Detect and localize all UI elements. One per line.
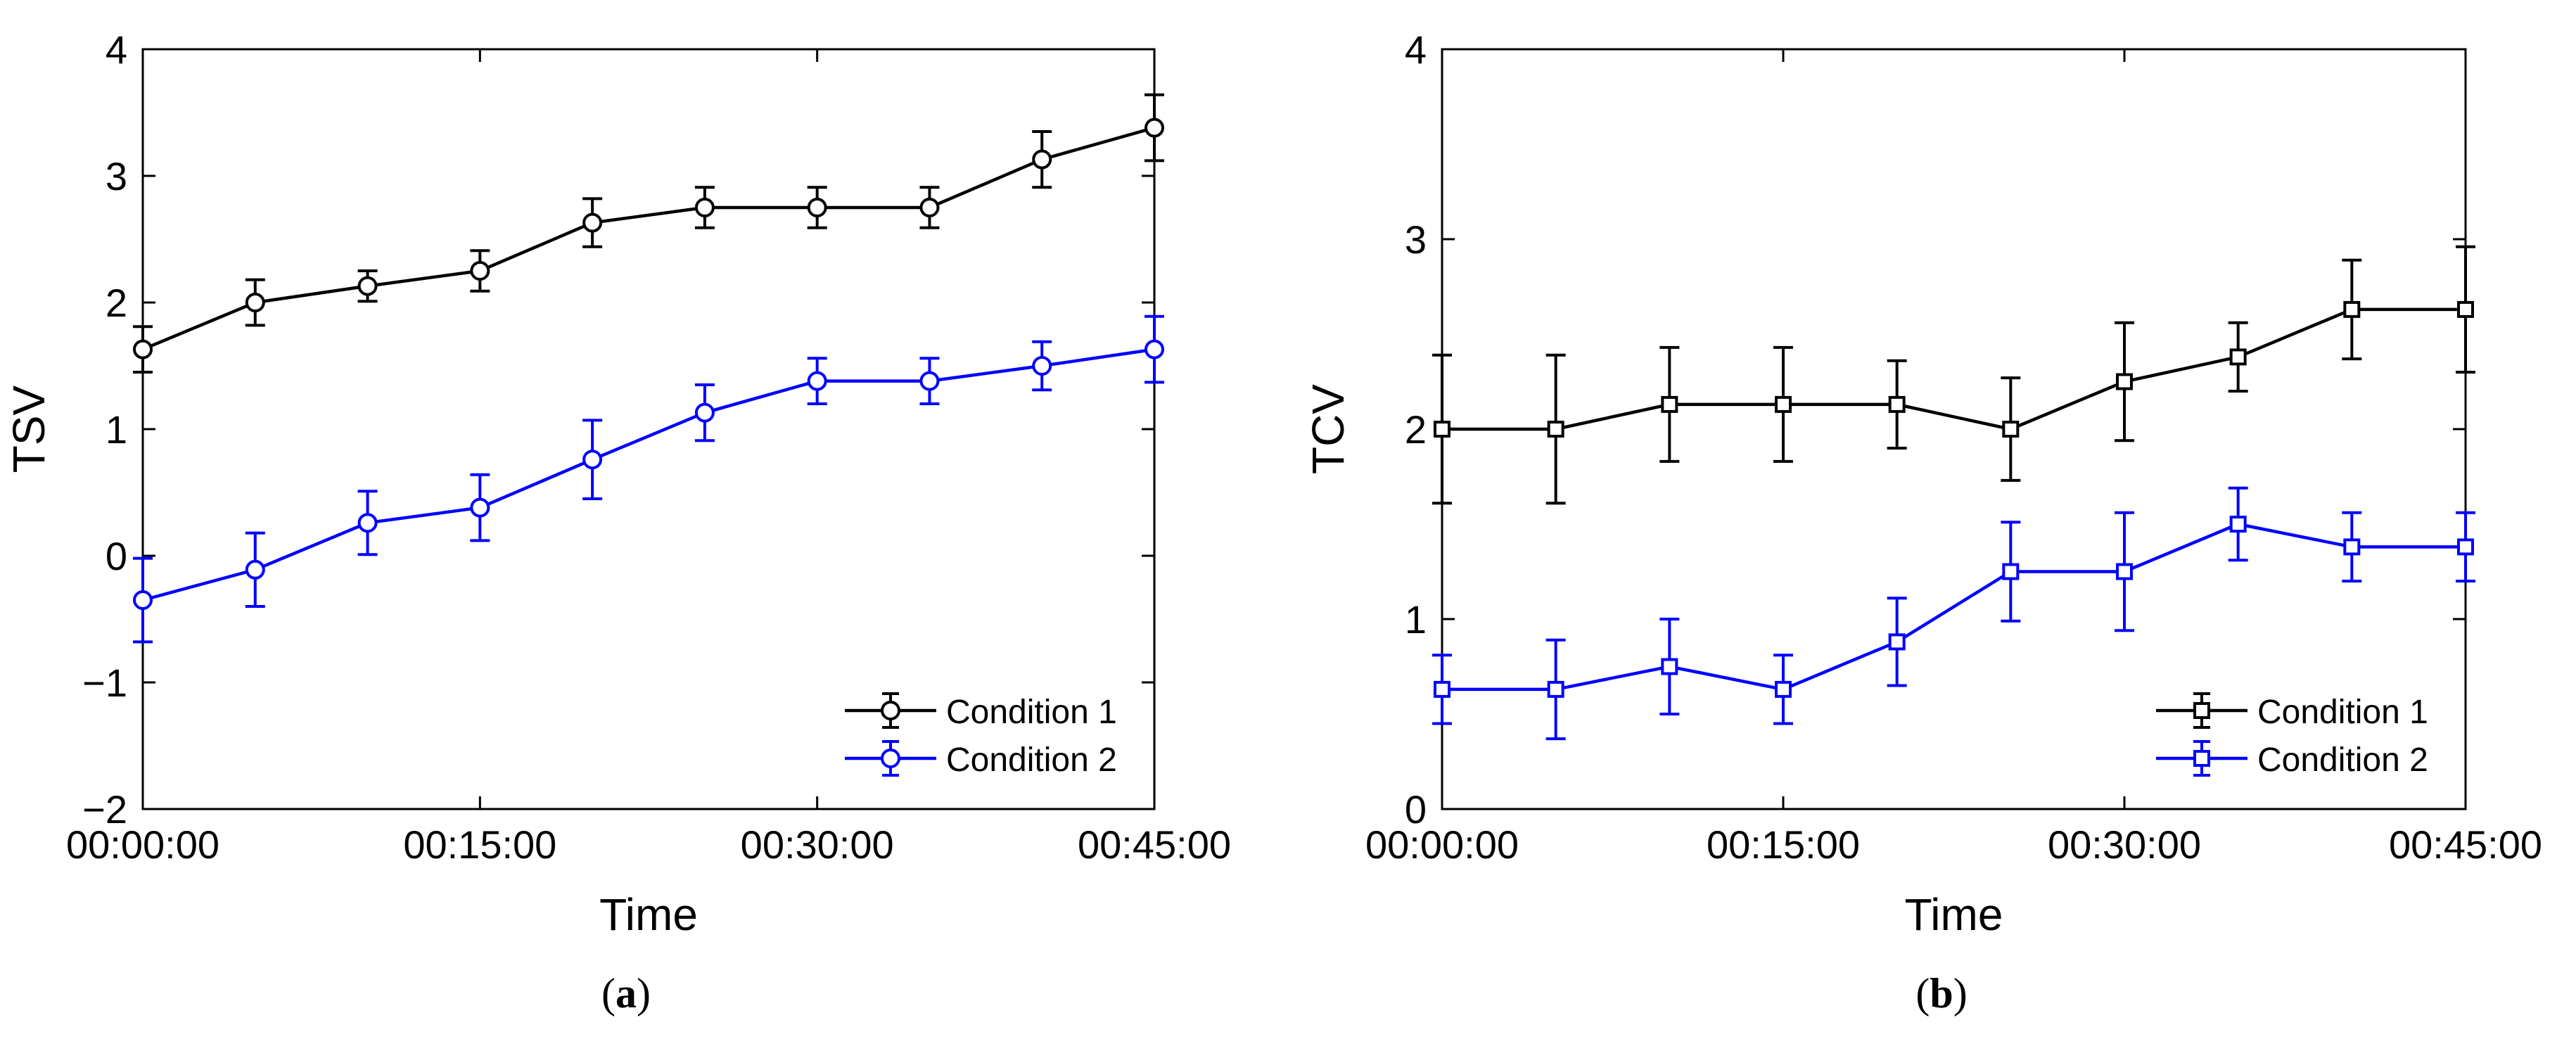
panel-b-x-axis-label: Time bbox=[1905, 889, 2003, 940]
panel-a-series-2-point bbox=[582, 450, 603, 470]
panel-b-tcv-chart: (b) 0 1 2 3 4 00:00:00 00:15:00 00:30:00 00:45:0… bbox=[1303, 27, 2542, 1017]
panel-a-legend-label: Condition 2 bbox=[946, 741, 1117, 779]
panel-b-series-1-point bbox=[2457, 300, 2474, 318]
panel-b-label: b bbox=[1930, 970, 1953, 1017]
panel-a-series-2-point bbox=[357, 513, 378, 533]
panel-a-series-1-point bbox=[1032, 149, 1052, 170]
panel-b-series-2-point bbox=[2343, 538, 2361, 556]
panel-b-legend-marker bbox=[2193, 750, 2210, 767]
panel-a-caption: (a) bbox=[601, 970, 651, 1017]
panel-a-y-axis-label: TSV bbox=[4, 385, 54, 473]
panel-b-legend: Condition 1 Condition 2 bbox=[2156, 692, 2428, 779]
panel-a-series-1-point bbox=[807, 198, 827, 217]
panel-b-x-tick-label: 00:30:00 bbox=[2048, 822, 2201, 867]
panel-a-legend: Condition 1 Condition 2 bbox=[845, 692, 1117, 779]
panel-b-series-2-point bbox=[1888, 633, 1906, 651]
panel-b-series-2 bbox=[1432, 486, 2475, 741]
panel-a-legend-item-1: Condition 1 bbox=[845, 692, 1117, 731]
panel-b-x-tick-label: 00:15:00 bbox=[1707, 822, 1860, 867]
panel-a-series-1-point bbox=[133, 339, 153, 359]
panel-a-series-2-point bbox=[245, 559, 265, 580]
panel-b-legend-item-1: Condition 1 bbox=[2156, 692, 2428, 731]
panel-b-series-1-point bbox=[1547, 421, 1564, 438]
panel-b-y-tick-label: 0 bbox=[1405, 787, 1427, 832]
panel-a-series-2-point bbox=[1144, 339, 1164, 359]
panel-b-series-1-line bbox=[1442, 307, 2466, 431]
panel-a-x-tick-label: 00:30:00 bbox=[741, 822, 894, 867]
panel-a-x-tick-label: 00:45:00 bbox=[1078, 822, 1231, 867]
panel-a-series-1-point bbox=[919, 198, 940, 217]
panel-a-legend-marker bbox=[881, 701, 900, 720]
panel-b-y-axis-label: TCV bbox=[1303, 384, 1353, 474]
panel-a-y-tick-label: −1 bbox=[82, 661, 127, 705]
panel-b-series-2-point bbox=[1661, 658, 1678, 675]
panel-b-legend-label: Condition 1 bbox=[2257, 694, 2428, 731]
panel-a-x-axis-label: Time bbox=[599, 889, 698, 940]
panel-b-x-tick-label: 00:45:00 bbox=[2389, 822, 2542, 867]
panel-b-series-2-point bbox=[1434, 680, 1450, 698]
panel-a-series-1-point bbox=[694, 198, 715, 217]
panel-a-series-2-point bbox=[470, 497, 490, 518]
panel-a-series-1-point bbox=[470, 261, 490, 281]
panel-a-series-1-point bbox=[357, 276, 378, 296]
panel-a-legend-item-2: Condition 2 bbox=[845, 740, 1117, 779]
panel-b-series-2-point bbox=[2229, 516, 2247, 533]
panel-b-series-1-point bbox=[2116, 373, 2133, 390]
panel-b-series-1-point bbox=[1775, 395, 1792, 413]
panel-a-series-2-line bbox=[142, 348, 1155, 602]
panel-a-x-tick-label: 00:00:00 bbox=[66, 822, 219, 867]
panel-b-series-1-point bbox=[1888, 395, 1906, 413]
panel-b-series-2-point bbox=[2002, 563, 2020, 580]
panel-b-series-1-point bbox=[2002, 421, 2020, 438]
panel-b-legend-marker bbox=[2193, 702, 2210, 719]
panel-a-label: a bbox=[616, 970, 637, 1017]
panel-a-legend-label: Condition 1 bbox=[946, 694, 1117, 731]
panel-b-legend-item-2: Condition 2 bbox=[2156, 740, 2428, 779]
panel-b-caption: (b) bbox=[1915, 970, 1967, 1017]
panel-b-series-1-point bbox=[1434, 421, 1450, 438]
panel-b-y-tick-label: 4 bbox=[1405, 27, 1427, 72]
panel-a-series-1-line bbox=[142, 126, 1155, 351]
panel-b-legend-label: Condition 2 bbox=[2257, 741, 2428, 779]
panel-a-x-tick-label: 00:15:00 bbox=[403, 822, 556, 867]
panel-a-tsv-chart: (a) −2 −1 0 1 2 3 4 00:00:00 00:15:00 00:30:00 00:… bbox=[4, 27, 1231, 1017]
panel-a-series-1-point bbox=[582, 212, 603, 233]
panel-a-series-1 bbox=[133, 93, 1164, 374]
panel-a-legend-marker bbox=[881, 749, 900, 768]
panel-a-y-tick-label: 1 bbox=[106, 407, 127, 452]
panel-a-series-1-point bbox=[1144, 117, 1164, 138]
panel-b-x-tick-label: 00:00:00 bbox=[1365, 822, 1519, 867]
panel-a-series-2-point bbox=[807, 371, 827, 391]
panel-b-series-1-point bbox=[2343, 300, 2361, 318]
panel-a-series-2-point bbox=[919, 371, 940, 391]
panel-b-series-1-point bbox=[1661, 395, 1678, 413]
panel-a-series-2-point bbox=[1032, 356, 1052, 376]
panel-a-y-tick-label: 2 bbox=[106, 281, 127, 325]
panel-b-series-2-point bbox=[1775, 680, 1792, 698]
panel-a-series-2-point bbox=[694, 402, 715, 423]
panel-b-series-2-line bbox=[1442, 522, 2466, 692]
panel-a-y-tick-label: 4 bbox=[106, 27, 127, 72]
panel-b-series-2-point bbox=[2457, 538, 2474, 556]
panel-b-y-tick-label: 3 bbox=[1405, 217, 1427, 262]
panel-a-y-tick-label: −2 bbox=[82, 787, 127, 832]
panel-b-y-tick-label: 2 bbox=[1405, 407, 1427, 452]
panel-b-series-2-point bbox=[1547, 680, 1564, 698]
panel-a-series-1-point bbox=[245, 293, 265, 312]
panel-a-y-tick-label: 0 bbox=[106, 534, 127, 578]
panel-b-series-2-point bbox=[2116, 563, 2133, 580]
panel-a-series-2 bbox=[133, 314, 1164, 644]
panel-b-series-1-point bbox=[2229, 348, 2247, 366]
panel-a-series-2-point bbox=[133, 590, 153, 610]
panel-b-y-tick-label: 1 bbox=[1405, 597, 1427, 642]
panel-a-y-tick-label: 3 bbox=[106, 154, 127, 198]
panel-b-series-1 bbox=[1432, 245, 2475, 505]
